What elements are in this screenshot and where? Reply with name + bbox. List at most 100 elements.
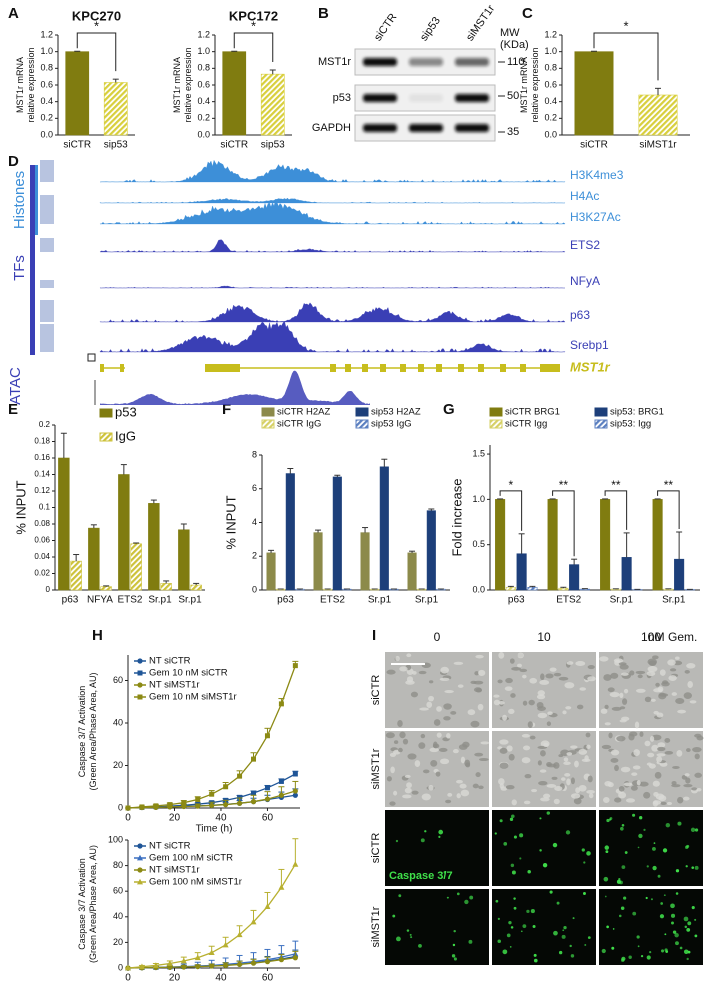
cell — [570, 745, 578, 749]
fluorescent-cell — [661, 949, 665, 953]
cell — [459, 783, 467, 789]
track-label: H3K4me3 — [570, 168, 624, 182]
group-label: Histones — [11, 171, 28, 229]
y-tick-label: 40 — [113, 717, 123, 727]
legend-label: IgG — [115, 428, 136, 443]
cell — [457, 684, 464, 688]
fluorescent-cell — [612, 928, 615, 930]
track-scale — [40, 195, 54, 203]
cell — [511, 799, 517, 806]
fluorescent-cell — [438, 829, 444, 835]
fluorescent-cell — [558, 950, 563, 955]
point — [181, 803, 187, 810]
fluorescent-cell — [604, 845, 610, 850]
fluorescent-cell — [618, 914, 622, 918]
cell — [543, 742, 549, 748]
blot-band — [455, 58, 489, 66]
cell — [536, 701, 544, 709]
fluorescent-cell — [649, 951, 652, 954]
x-tick-label: ETS2 — [117, 595, 142, 606]
blot-row-label: GAPDH — [312, 122, 351, 134]
cell — [497, 679, 503, 684]
cell — [628, 733, 635, 741]
bar — [118, 474, 130, 591]
gene-exon — [362, 364, 368, 372]
image-unit: nM Gem. — [648, 630, 697, 644]
cell — [650, 698, 656, 702]
panel-letter: G — [443, 401, 455, 418]
bar — [266, 552, 276, 591]
cell — [616, 735, 626, 742]
cell — [537, 760, 542, 766]
cell — [540, 750, 546, 757]
track-scale — [40, 238, 54, 252]
point — [237, 773, 243, 779]
gene-exon — [540, 364, 560, 372]
x-tick-label: ETS2 — [556, 595, 581, 606]
cell — [475, 772, 481, 778]
cell — [474, 752, 484, 757]
fluorescent-cell — [583, 861, 586, 864]
cell — [508, 753, 515, 761]
cell — [517, 652, 524, 659]
fluorescent-cell — [527, 870, 531, 874]
y-tick-label: 0.12 — [34, 486, 50, 495]
legend-swatch — [594, 419, 608, 429]
bar — [222, 51, 247, 136]
fluorescent-cell — [657, 874, 661, 878]
fluorescent-cell — [533, 958, 538, 963]
point — [125, 805, 131, 811]
cell — [570, 793, 581, 799]
fluorescent-cell — [677, 821, 682, 826]
fluorescent-cell — [675, 941, 679, 946]
cell — [619, 692, 624, 699]
legend-label: p53 — [115, 404, 137, 419]
cell — [694, 753, 700, 760]
fluorescent-cell — [452, 943, 456, 947]
gene-exon — [345, 364, 351, 372]
cell — [573, 797, 582, 805]
y-axis-label: Caspase 3/7 Activation — [77, 858, 87, 950]
significance-label: ** — [559, 478, 569, 492]
legend-swatch — [489, 407, 503, 417]
track-signal — [99, 302, 566, 323]
blot-band — [363, 94, 397, 102]
cell — [578, 748, 588, 755]
cell — [671, 784, 681, 788]
legend-label: Gem 100 nM siCTR — [149, 853, 233, 864]
blot-band — [455, 124, 489, 132]
cell — [536, 694, 546, 700]
mw-label: 35 — [507, 126, 519, 138]
cell — [529, 677, 538, 684]
fluorescent-cell — [453, 957, 457, 961]
x-tick-label: 60 — [262, 973, 274, 982]
point — [153, 803, 159, 809]
track-signal — [99, 320, 566, 353]
cell — [420, 733, 426, 739]
cell — [586, 744, 591, 750]
fluorescent-cell — [530, 909, 535, 914]
legend-swatch — [489, 419, 503, 429]
point — [138, 963, 145, 970]
fluorescent-cell — [582, 892, 586, 895]
cell — [578, 784, 587, 792]
gene-exon — [100, 364, 104, 372]
fluorescent-cell — [659, 914, 665, 919]
fluorescent-cell — [646, 865, 649, 868]
cell — [426, 701, 433, 708]
point — [194, 954, 201, 961]
panel-letter: B — [318, 5, 329, 22]
cell — [399, 666, 408, 672]
cell — [660, 801, 667, 805]
cell — [600, 708, 608, 714]
gene-exon — [500, 364, 506, 372]
y-tick-label: 0 — [118, 802, 123, 812]
cell — [429, 747, 439, 753]
fluorescent-cell — [469, 895, 474, 900]
cell — [397, 747, 403, 753]
cell — [478, 669, 486, 676]
blot-band — [363, 58, 397, 66]
cell — [686, 748, 691, 753]
cell — [436, 732, 442, 738]
bar — [100, 586, 112, 591]
